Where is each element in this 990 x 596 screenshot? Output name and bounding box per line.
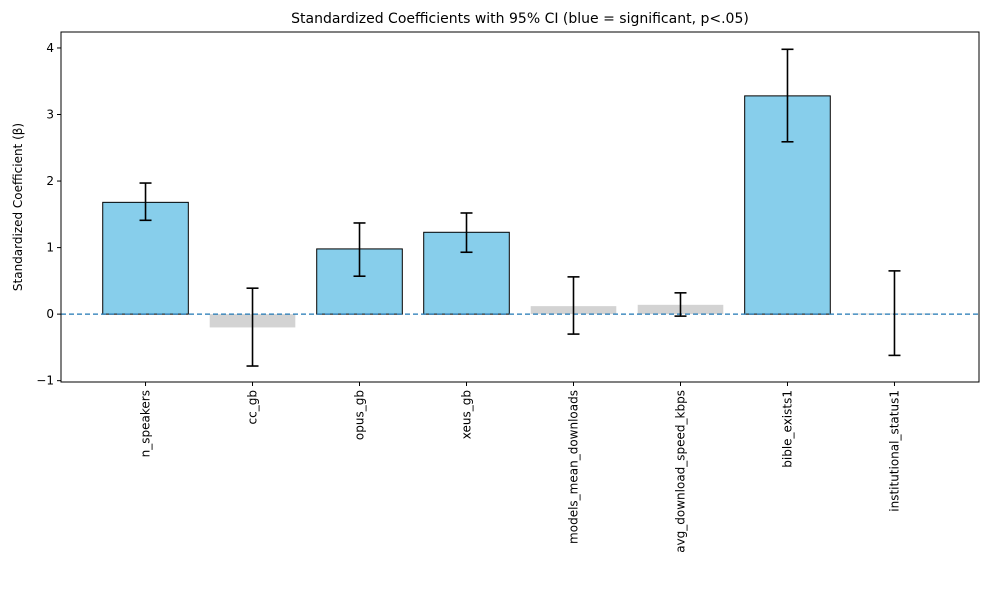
x-tick-label: avg_download_speed_kbps	[673, 390, 687, 553]
x-tick-label: cc_gb	[246, 390, 260, 424]
y-tick-label: 0	[46, 307, 54, 321]
x-tick-label: models_mean_downloads	[566, 390, 580, 544]
x-tick-label: institutional_status1	[887, 390, 901, 512]
x-tick-label: xeus_gb	[460, 390, 474, 439]
y-axis-label: Standardized Coefficient (β)	[11, 123, 25, 291]
x-tick-label: bible_exists1	[780, 390, 794, 468]
y-tick-label: 1	[46, 241, 54, 255]
y-tick-label: 3	[46, 108, 54, 122]
plot-frame	[60, 31, 980, 383]
x-tick-label: opus_gb	[353, 390, 367, 440]
y-tick-label: 4	[46, 41, 54, 55]
y-tick-label: −1	[36, 374, 54, 388]
x-tick-label: n_speakers	[139, 390, 153, 457]
y-tick-label: 2	[46, 174, 54, 188]
chart-title: Standardized Coefficients with 95% CI (b…	[291, 11, 749, 27]
